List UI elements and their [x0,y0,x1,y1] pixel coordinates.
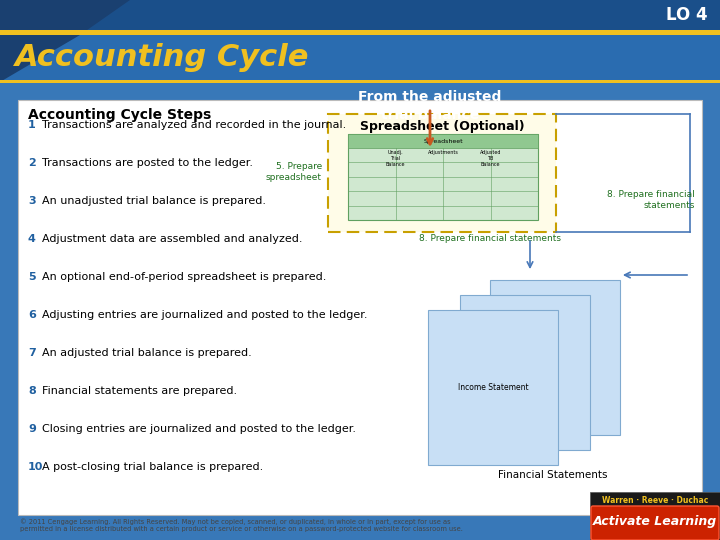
Text: 6: 6 [28,310,36,320]
Bar [348,134,538,220]
Text: 1: 1 [28,120,36,130]
Text: 7: 7 [28,348,36,358]
FancyBboxPatch shape [591,506,719,540]
Bar [490,280,620,435]
Text: 9: 9 [28,424,36,434]
Text: LO 4: LO 4 [667,6,708,24]
Text: 2: 2 [28,158,36,168]
Text: Financial Statements: Financial Statements [498,470,608,480]
Text: 5. Prepare
spreadsheet: 5. Prepare spreadsheet [266,162,322,182]
Text: Spreadsheet (Optional): Spreadsheet (Optional) [360,120,524,133]
Bar [18,100,702,515]
Text: 10: 10 [28,462,43,472]
Text: Transactions are analyzed and recorded in the journal.: Transactions are analyzed and recorded i… [42,120,346,130]
Text: Unadj.
Trial
Balance: Unadj. Trial Balance [386,150,405,167]
Bar [0,35,720,80]
Polygon shape [0,0,130,82]
Text: Adjustment data are assembled and analyzed.: Adjustment data are assembled and analyz… [42,234,302,244]
Text: Statement of
Owner's Equity: Statement of Owner's Equity [496,362,554,382]
Text: 5: 5 [28,272,35,282]
Text: Spreadsheet: Spreadsheet [423,138,463,144]
Bar [0,0,720,30]
Text: Accounting Cycle Steps: Accounting Cycle Steps [28,108,211,122]
Text: Activate Learning: Activate Learning [593,516,717,529]
Text: 4: 4 [28,234,36,244]
Text: Adjusting entries are journalized and posted to the ledger.: Adjusting entries are journalized and po… [42,310,367,320]
Text: From the adjusted
trial balance: From the adjusted trial balance [359,90,502,123]
Text: An unadjusted trial balance is prepared.: An unadjusted trial balance is prepared. [42,196,266,206]
Bar [0,80,720,540]
Text: A post-closing trial balance is prepared.: A post-closing trial balance is prepared… [42,462,264,472]
Text: An adjusted trial balance is prepared.: An adjusted trial balance is prepared. [42,348,252,358]
Bar [348,134,538,148]
Bar [0,80,720,83]
Bar [428,310,558,465]
Bar [590,492,720,540]
Text: 8: 8 [28,386,36,396]
Text: 8. Prepare financial
statements: 8. Prepare financial statements [607,190,695,210]
Text: An optional end-of-period spreadsheet is prepared.: An optional end-of-period spreadsheet is… [42,272,326,282]
Bar [460,295,590,450]
Text: Balance Sheet: Balance Sheet [528,353,582,362]
Text: Financial statements are prepared.: Financial statements are prepared. [42,386,237,396]
Text: 3: 3 [28,196,35,206]
Text: Closing entries are journalized and posted to the ledger.: Closing entries are journalized and post… [42,424,356,434]
Text: Warren · Reeve · Duchac: Warren · Reeve · Duchac [602,496,708,505]
Text: Accounting Cycle: Accounting Cycle [15,44,310,72]
Text: Transactions are posted to the ledger.: Transactions are posted to the ledger. [42,158,253,168]
Text: Adjustments: Adjustments [428,150,459,155]
Bar [328,114,556,232]
Bar [0,30,720,35]
Text: © 2011 Cengage Learning. All Rights Reserved. May not be copied, scanned, or dup: © 2011 Cengage Learning. All Rights Rese… [20,518,463,532]
Text: 8. Prepare financial statements: 8. Prepare financial statements [419,234,561,243]
Text: Income Statement: Income Statement [458,383,528,392]
Text: Adjusted
TB
Balance: Adjusted TB Balance [480,150,501,167]
